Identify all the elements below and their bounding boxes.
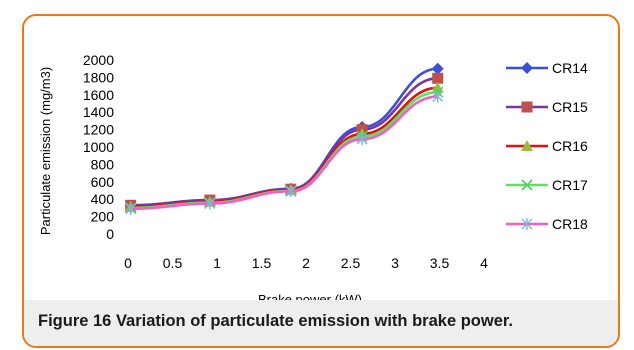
legend-entry-cr18: CR18 — [552, 216, 588, 232]
x-tick-label: 0 — [124, 255, 132, 271]
y-tick-label: 1200 — [83, 122, 114, 138]
caption-bar: Figure 16 Variation of particulate emiss… — [24, 300, 618, 346]
figure-caption: Figure 16 Variation of particulate emiss… — [38, 312, 513, 330]
legend-marker-cr14 — [521, 62, 533, 74]
data-point-cr18 — [432, 90, 444, 103]
legend-entry-cr14: CR14 — [552, 60, 588, 76]
y-tick-label: 1600 — [83, 87, 114, 103]
legend-entry-cr15: CR15 — [552, 99, 588, 115]
x-tick-label: 1 — [213, 255, 221, 271]
legend-marker-cr15 — [521, 101, 533, 113]
y-tick-label: 2000 — [83, 52, 114, 68]
series-line-cr14 — [130, 67, 438, 208]
figure-frame: 0 200 400 600 800 1000 1200 1400 1600 1800 2000 0 0.… — [22, 14, 620, 348]
series-line-cr16 — [130, 86, 438, 209]
x-tick-label: 1.5 — [252, 255, 272, 271]
x-tick-label: 4 — [480, 255, 488, 271]
y-tick-label: 1400 — [83, 104, 114, 120]
data-point-cr15 — [432, 72, 444, 84]
x-tick-label: 2.5 — [341, 255, 361, 271]
legend-entry-cr17: CR17 — [552, 177, 588, 193]
y-tick-label: 800 — [91, 156, 115, 172]
data-point-cr18 — [204, 197, 216, 210]
x-tick-label: 2 — [302, 255, 310, 271]
series-line-cr15 — [130, 76, 438, 207]
series-line-cr18 — [130, 95, 438, 211]
x-tick-label: 3.5 — [430, 255, 450, 271]
data-point-cr18 — [285, 185, 297, 198]
data-point-cr18 — [125, 202, 137, 215]
x-tick-label: 0.5 — [163, 255, 183, 271]
y-tick-label: 1000 — [83, 139, 114, 155]
y-tick-label: 200 — [91, 209, 115, 225]
y-tick-label: 0 — [106, 226, 114, 242]
y-axis-label: Particulate emission (mg/m3) — [38, 67, 53, 235]
data-point-cr18 — [356, 133, 368, 146]
x-tick-label: 3 — [391, 255, 399, 271]
legend-marker-cr18 — [521, 218, 533, 230]
legend-marker-cr17 — [521, 179, 533, 191]
legend-marker-cr16 — [521, 140, 533, 151]
legend-entry-cr16: CR16 — [552, 138, 588, 154]
y-tick-label: 600 — [91, 174, 115, 190]
y-tick-label: 400 — [91, 191, 115, 207]
y-tick-label: 1800 — [83, 69, 114, 85]
